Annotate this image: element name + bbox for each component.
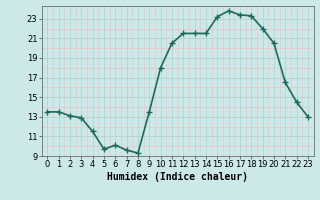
X-axis label: Humidex (Indice chaleur): Humidex (Indice chaleur)	[107, 172, 248, 182]
